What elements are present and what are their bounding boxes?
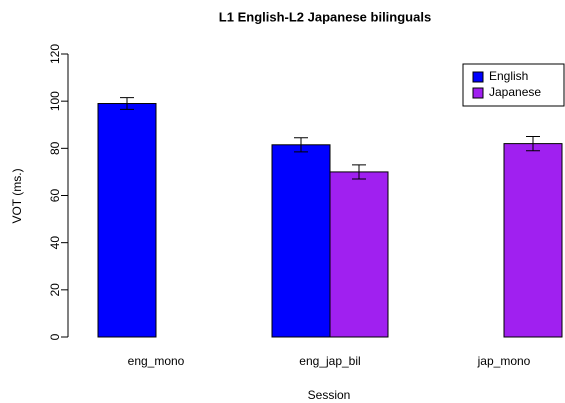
bar — [503, 143, 563, 338]
y-tick-label: 40 — [48, 236, 62, 250]
y-tick-label: 100 — [48, 91, 62, 111]
error-bar — [294, 137, 308, 153]
legend-label: English — [489, 69, 528, 83]
y-tick-label: 60 — [48, 189, 62, 203]
y-tick-label: 80 — [48, 141, 62, 155]
chart-title: L1 English-L2 Japanese bilinguals — [219, 9, 431, 24]
x-tick-label: eng_mono — [128, 354, 185, 368]
bar — [97, 103, 157, 338]
bar — [329, 171, 389, 338]
legend-box — [462, 63, 565, 107]
bar — [271, 144, 331, 338]
x-axis-label: Session — [308, 388, 351, 402]
legend-swatch — [472, 71, 484, 83]
x-tick-label: jap_mono — [477, 354, 531, 368]
y-tick-label: 20 — [48, 283, 62, 297]
legend-swatch — [472, 87, 484, 99]
error-bar — [352, 164, 366, 180]
error-bar — [526, 136, 540, 152]
y-tick-label: 0 — [48, 333, 62, 340]
y-tick-label: 120 — [48, 44, 62, 64]
legend-label: Japanese — [489, 85, 541, 99]
error-bar — [120, 97, 134, 110]
x-tick-label: eng_jap_bil — [299, 354, 360, 368]
y-axis-label: VOT (ms.) — [10, 168, 24, 223]
